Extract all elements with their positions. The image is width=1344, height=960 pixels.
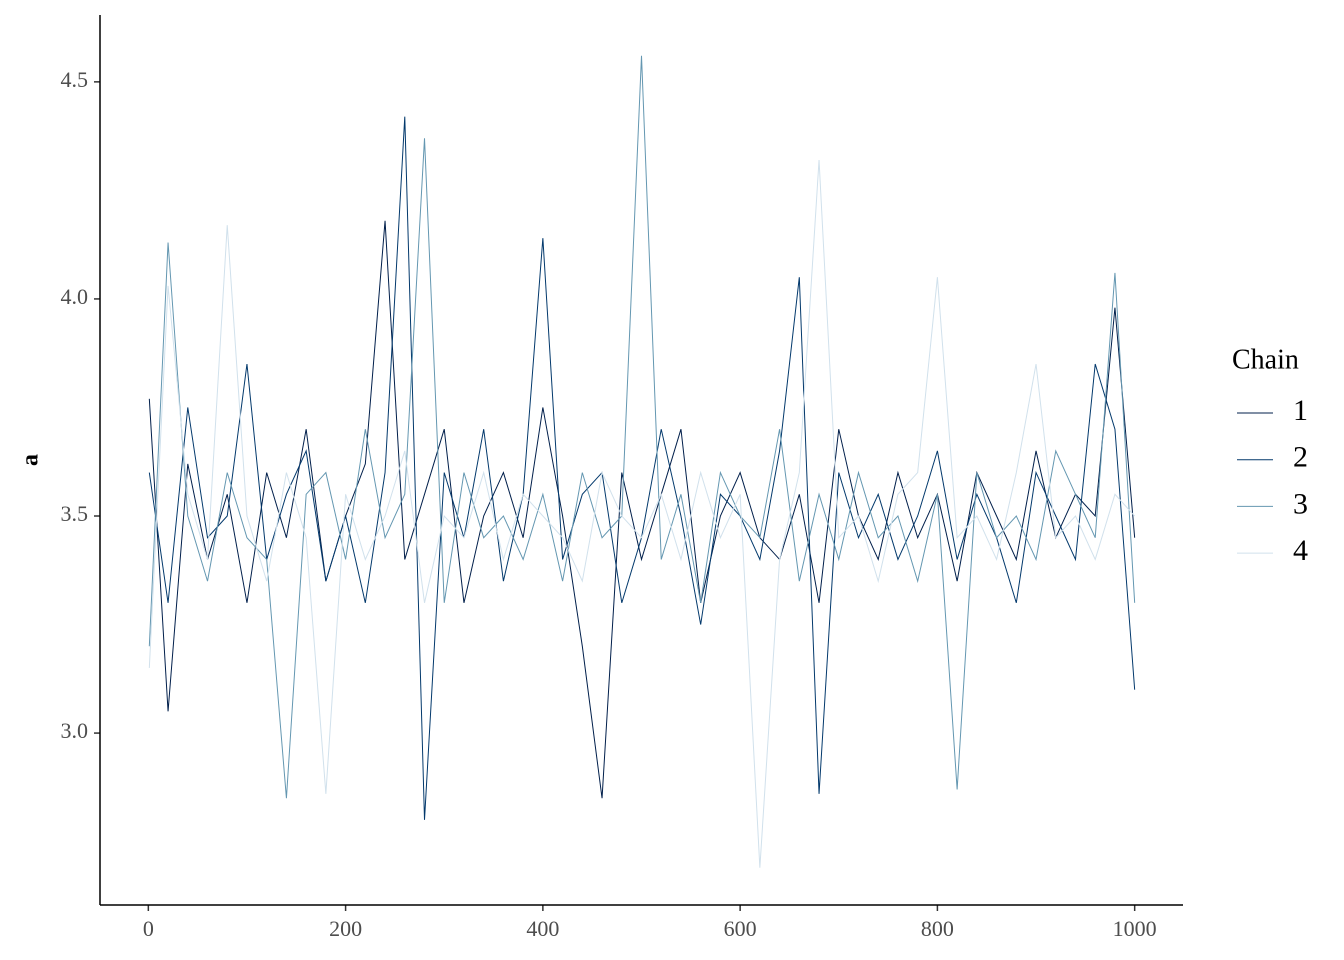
x-tick-label: 600 xyxy=(724,916,757,941)
x-tick-label: 0 xyxy=(143,916,154,941)
y-tick-label: 3.0 xyxy=(61,718,89,743)
x-tick-label: 1000 xyxy=(1113,916,1157,941)
legend-title: Chain xyxy=(1232,344,1299,375)
y-axis-label: a xyxy=(18,454,44,466)
trace-line xyxy=(148,220,1136,799)
legend-label: 4 xyxy=(1293,534,1308,567)
trace-line xyxy=(148,116,1136,820)
legend-label: 3 xyxy=(1293,487,1308,520)
legend-label: 2 xyxy=(1293,441,1308,474)
x-tick-label: 800 xyxy=(921,916,954,941)
trace-line xyxy=(148,55,1136,799)
y-tick-label: 4.5 xyxy=(61,67,89,92)
y-tick-label: 4.0 xyxy=(61,284,89,309)
legend-label: 1 xyxy=(1293,394,1308,427)
y-tick-label: 3.5 xyxy=(61,501,89,526)
trace-line xyxy=(148,159,1136,868)
x-tick-label: 200 xyxy=(329,916,362,941)
x-tick-label: 400 xyxy=(526,916,559,941)
